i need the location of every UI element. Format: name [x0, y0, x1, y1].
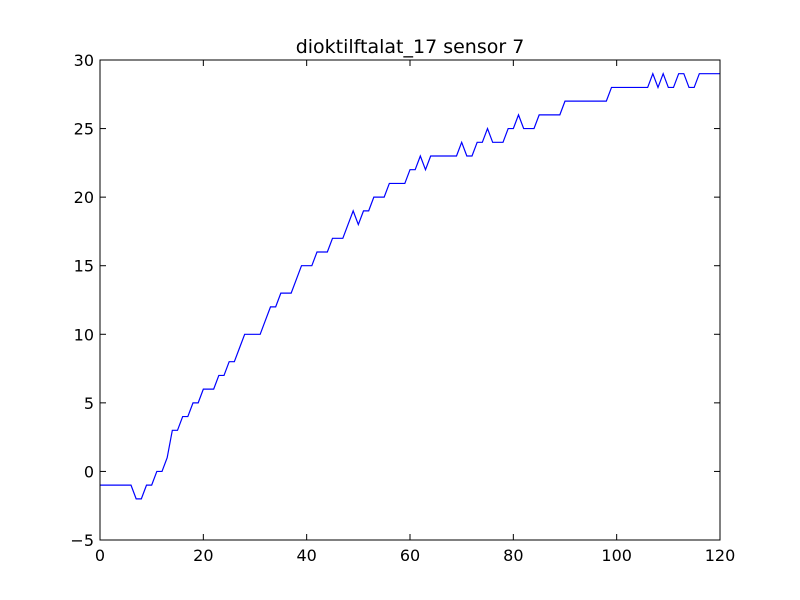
- chart-title: dioktilftalat_17 sensor 7: [296, 36, 525, 58]
- x-tick-label: 20: [193, 546, 213, 565]
- x-tick-label: 80: [503, 546, 523, 565]
- y-tick-label: −5: [70, 531, 94, 550]
- y-tick-label: 0: [84, 462, 94, 481]
- y-tick-label: 5: [84, 394, 94, 413]
- series-line-0: [100, 72, 720, 500]
- x-tick-label: 0: [95, 546, 105, 565]
- y-tick-label: 10: [74, 325, 94, 344]
- x-tick-label: 60: [400, 546, 420, 565]
- x-tick-label: 40: [296, 546, 316, 565]
- y-tick-label: 20: [74, 188, 94, 207]
- y-tick-label: 15: [74, 257, 94, 276]
- y-tick-label: 25: [74, 120, 94, 139]
- x-tick-label: 100: [601, 546, 632, 565]
- x-tick-label: 120: [705, 546, 736, 565]
- y-tick-label: 30: [74, 51, 94, 70]
